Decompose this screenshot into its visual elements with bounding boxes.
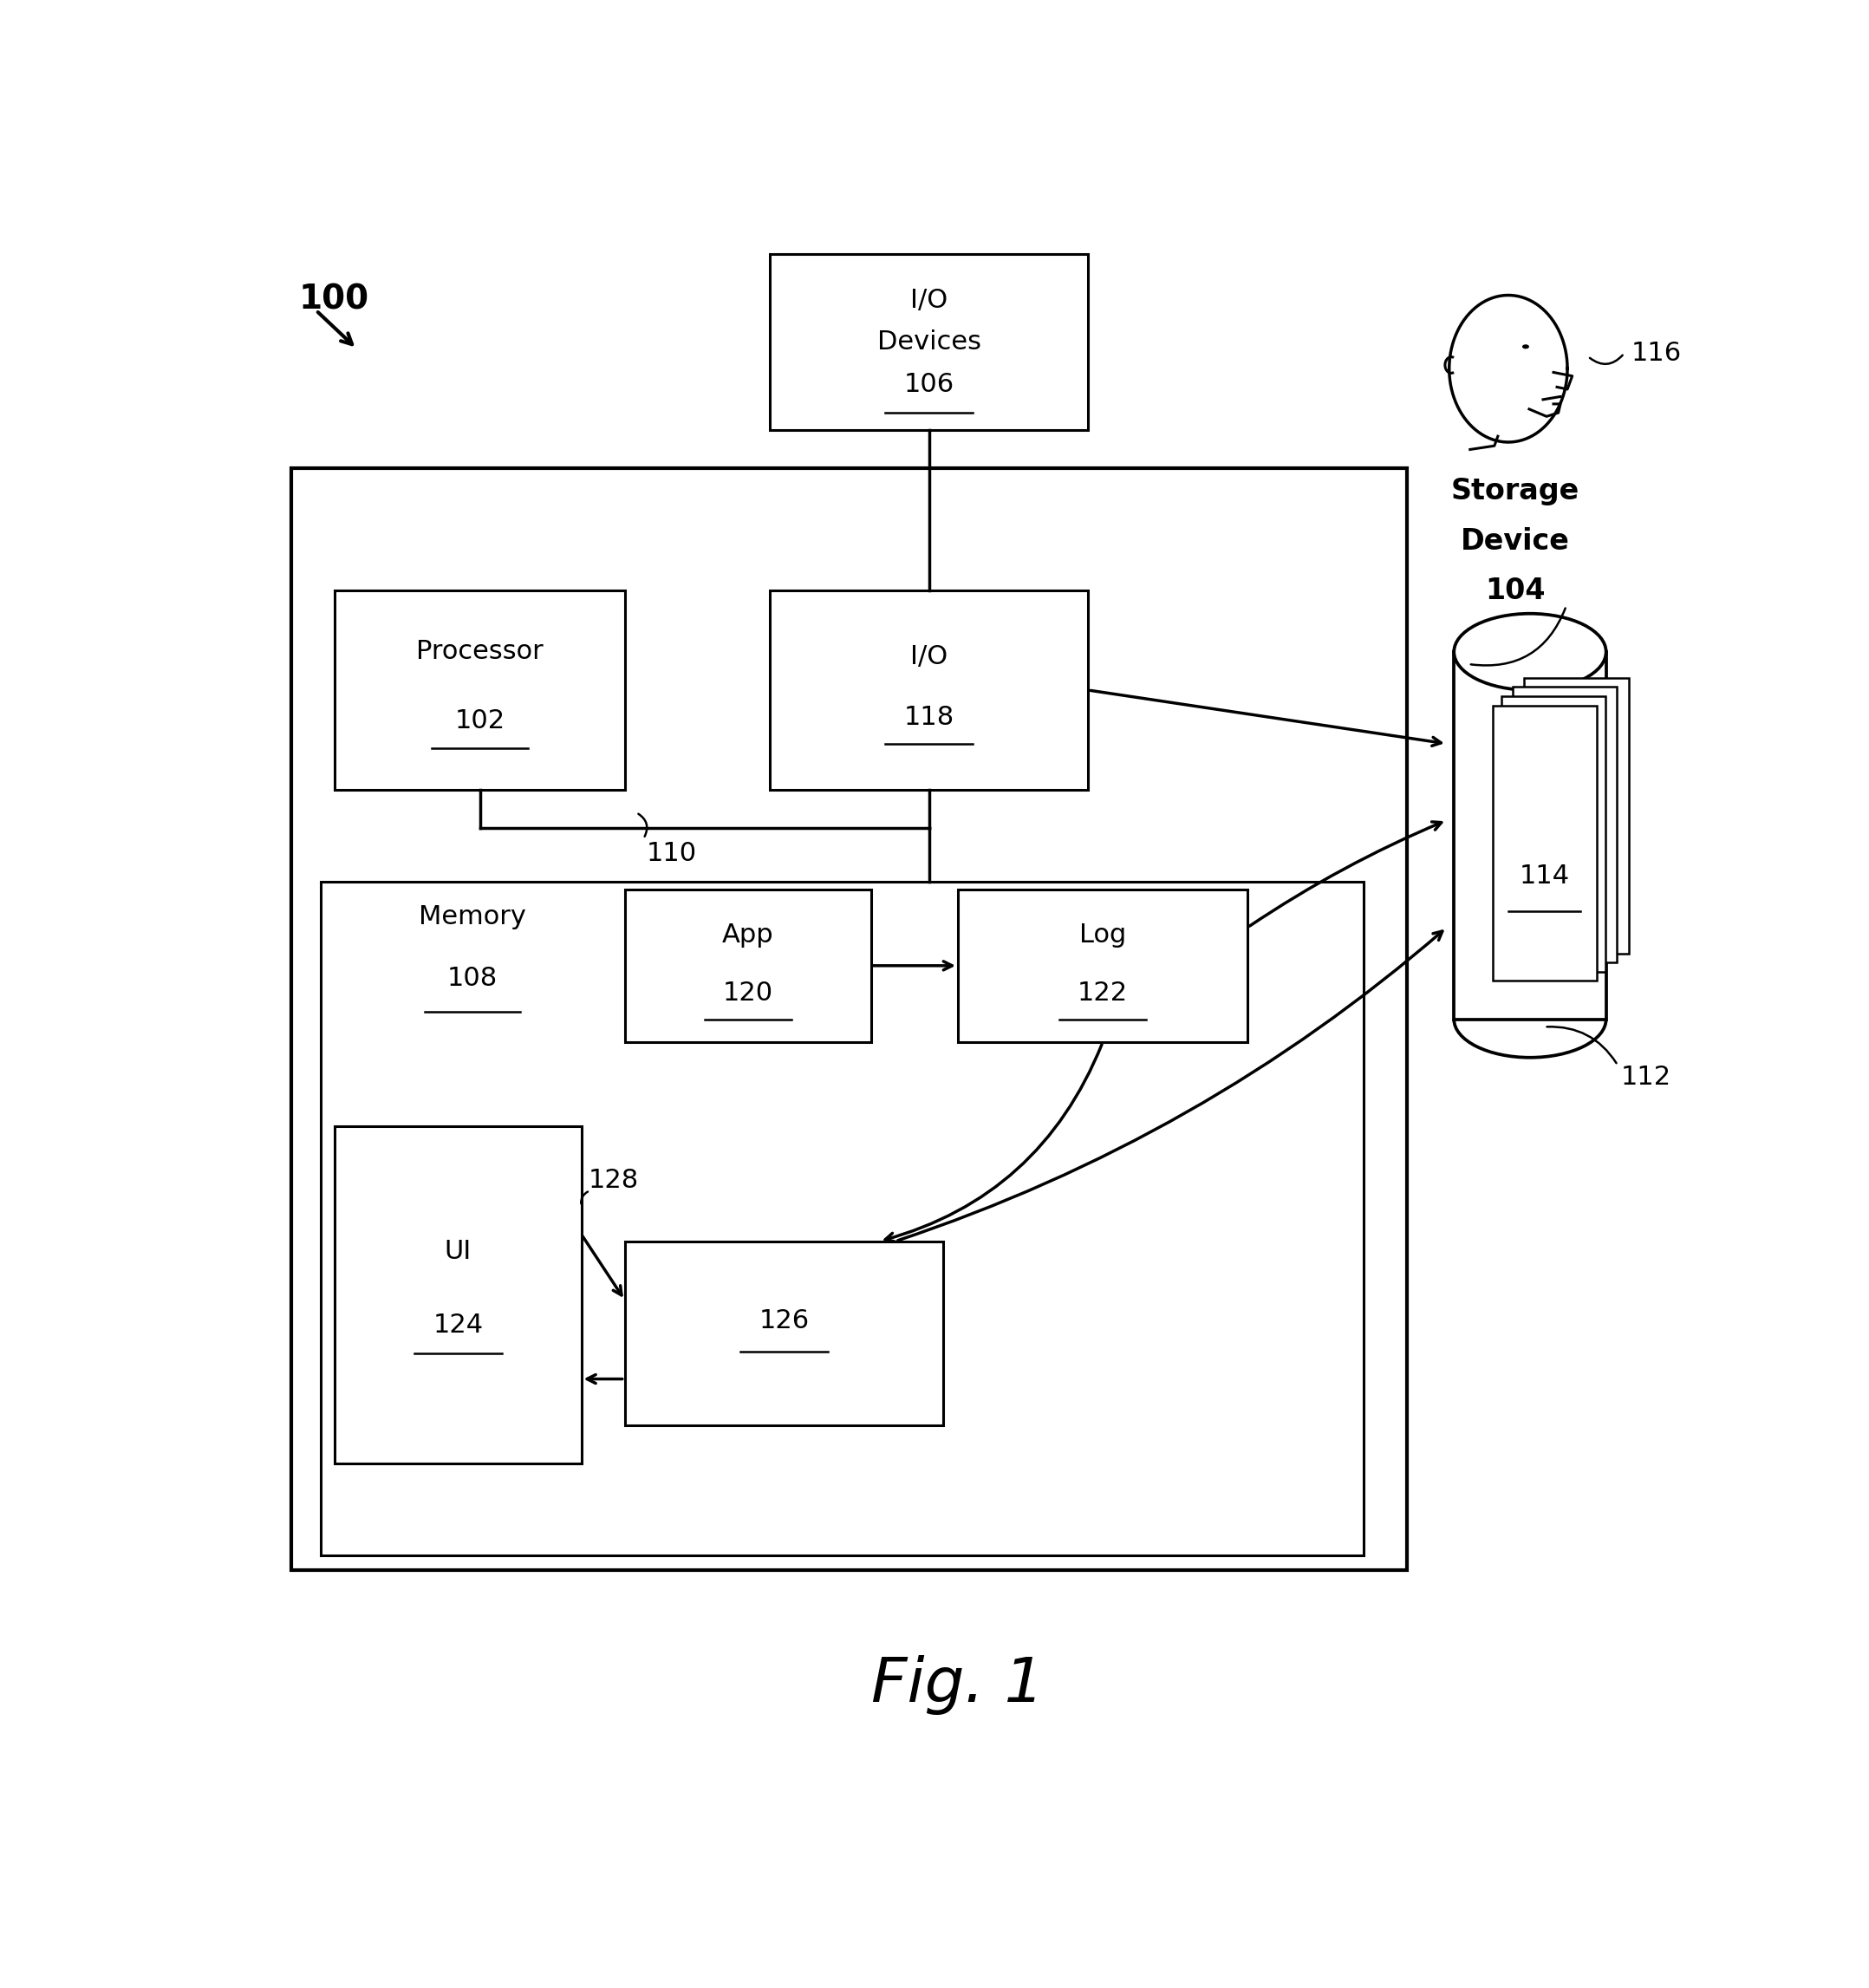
Text: Fig. 1: Fig. 1 [871,1656,1045,1716]
Text: Storage: Storage [1450,477,1579,505]
FancyBboxPatch shape [770,254,1088,429]
Text: UI: UI [445,1239,471,1264]
Text: I/O: I/O [910,288,948,314]
FancyBboxPatch shape [624,1241,944,1425]
Text: Processor: Processor [417,640,544,664]
FancyBboxPatch shape [1501,696,1605,972]
Text: Devices: Devices [877,330,981,354]
FancyBboxPatch shape [1525,678,1628,954]
FancyBboxPatch shape [335,590,624,789]
Text: 106: 106 [905,372,953,398]
Text: I/O: I/O [910,644,948,670]
FancyBboxPatch shape [959,889,1248,1042]
FancyBboxPatch shape [321,881,1364,1555]
FancyBboxPatch shape [1491,706,1596,980]
Text: 116: 116 [1632,340,1682,366]
Text: 100: 100 [299,284,370,316]
Text: Memory: Memory [419,905,527,930]
Ellipse shape [1521,344,1529,348]
Text: 118: 118 [903,706,955,730]
FancyBboxPatch shape [624,889,871,1042]
Text: 122: 122 [1078,980,1127,1006]
Text: 108: 108 [447,966,497,990]
Text: 110: 110 [647,841,697,867]
Text: 102: 102 [454,708,505,734]
FancyBboxPatch shape [1454,652,1605,1020]
Ellipse shape [1454,614,1605,690]
Text: 120: 120 [723,980,774,1006]
Text: Device: Device [1462,527,1570,557]
Text: 104: 104 [1486,577,1546,604]
FancyBboxPatch shape [1512,688,1617,962]
FancyBboxPatch shape [335,1127,581,1463]
Text: 114: 114 [1519,863,1570,889]
Text: 124: 124 [434,1312,484,1338]
Text: 112: 112 [1620,1066,1671,1089]
Text: App: App [721,922,774,948]
FancyBboxPatch shape [770,590,1088,789]
Text: 128: 128 [589,1167,639,1193]
FancyBboxPatch shape [292,469,1407,1571]
Text: 126: 126 [759,1308,809,1334]
Text: Log: Log [1078,922,1127,948]
